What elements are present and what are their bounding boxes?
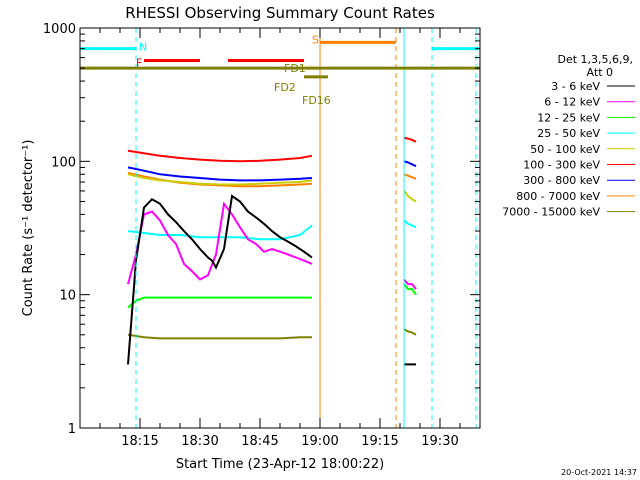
x-tick-label: 18:30: [181, 434, 218, 449]
flag-bars: NF S FD1 FD2 FD16: [80, 28, 480, 428]
legend-label-2: 12 - 25 keV: [537, 111, 600, 124]
series-0-segment-0-line: [127, 194, 313, 365]
series-4-segment-0-line: [127, 173, 313, 186]
flag-S-label: S: [312, 33, 319, 46]
legend-label-7: 800 - 7000 keV: [516, 190, 600, 203]
legend-header-line-1: Det 1,3,5,6,9,: [557, 53, 633, 66]
flag-FD2-label: FD2: [274, 81, 296, 94]
x-axis-label: Start Time (23-Apr-12 18:00:22): [176, 457, 384, 472]
legend: Det 1,3,5,6,9, Att 0 3 - 6 keV 6 - 12 keV…: [502, 53, 635, 219]
y-tick-label: 10: [59, 289, 76, 304]
series-4-segment-1-line: [403, 190, 417, 203]
legend-label-4: 50 - 100 keV: [530, 143, 600, 156]
legend-label-5: 100 - 300 keV: [523, 159, 600, 172]
legend-label-1: 6 - 12 keV: [544, 96, 600, 109]
flag-FD1-label: FD1: [284, 62, 306, 75]
series-5-segment-1-line: [403, 136, 417, 143]
series-7-segment-1-line: [403, 173, 417, 180]
series-8-segment-0-line: [127, 333, 312, 340]
flag-FD16-label: FD16: [302, 94, 331, 107]
legend-label-0: 3 - 6 keV: [551, 80, 600, 93]
flag-N-label: N: [139, 41, 147, 54]
series-3-segment-0-line: [127, 224, 313, 241]
x-tick-label: 18:45: [241, 434, 278, 449]
series-1-segment-1-line: [403, 278, 417, 290]
y-tick-label: 1: [68, 422, 76, 437]
y-axis: 1 10 100 1000: [43, 22, 480, 437]
series-8-segment-1-line: [403, 328, 417, 336]
timestamp: 20-Oct-2021 14:37: [561, 468, 637, 477]
x-tick-label: 19:15: [361, 434, 398, 449]
x-tick-label: 19:30: [421, 434, 458, 449]
legend-label-3: 25 - 50 keV: [537, 127, 600, 140]
flag-F-label: F: [136, 57, 142, 70]
series-3-segment-1-line: [403, 219, 417, 229]
y-tick-label: 100: [51, 155, 76, 170]
legend-label-8: 7000 - 15000 keV: [502, 206, 600, 219]
plot-area: [127, 28, 417, 428]
legend-header-line-2: Att 0: [587, 66, 613, 79]
x-tick-label: 19:00: [301, 434, 338, 449]
legend-label-6: 300 - 800 keV: [523, 174, 600, 187]
series-5-segment-0-line: [127, 149, 313, 163]
series-6-segment-1-line: [403, 160, 417, 168]
x-axis: 18:15 18:30 18:45 19:00 19:15 19:30: [99, 28, 461, 449]
series-2-segment-1-line: [403, 283, 417, 296]
y-axis-label: Count Rate (s⁻¹ detector⁻¹): [21, 140, 36, 317]
y-tick-label: 1000: [43, 22, 76, 37]
series-6-segment-0-line: [127, 166, 313, 182]
chart-title: RHESSI Observing Summary Count Rates: [125, 4, 435, 22]
x-tick-label: 18:15: [121, 434, 158, 449]
series-2-segment-0-line: [127, 296, 312, 309]
series-1-segment-0-line: [127, 201, 313, 285]
